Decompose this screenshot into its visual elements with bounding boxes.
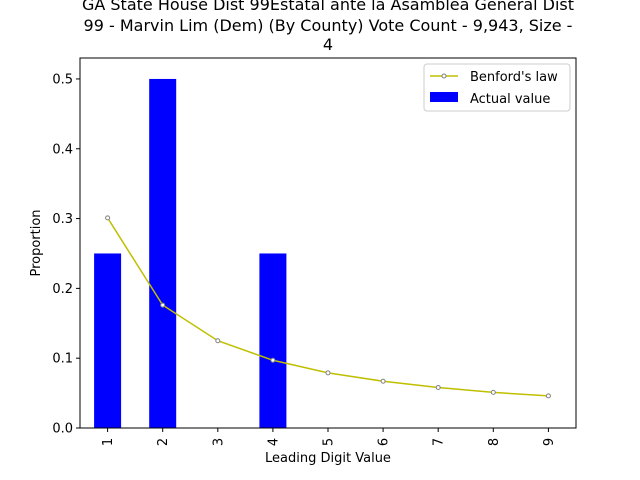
benford-point-digit-9 [545,393,551,399]
benford-point-digit-4 [270,357,276,363]
benford-point-digit-7 [435,385,441,391]
legend-line-marker [441,73,447,79]
actual-value-bars [94,78,287,428]
x-tick-label: 7 [432,438,447,446]
x-tick-label: 9 [542,438,557,446]
legend-bar-swatch [430,92,458,102]
x-axis-label: Leading Digit Value [265,451,391,466]
legend-label-benford: Benford's law [470,70,558,85]
y-tick-label: 0.5 [52,72,73,87]
y-tick-label: 0.4 [52,142,73,157]
bar-digit-2 [149,78,177,428]
benford-point-digit-3 [215,338,221,344]
title-line-3: 4 [323,35,333,54]
y-tick-label: 0.2 [52,282,73,297]
y-tick-label: 0.3 [52,212,73,227]
benford-point-digit-2 [160,302,166,308]
x-tick-label: 1 [101,438,116,446]
benford-point-digit-1 [105,215,111,221]
bar-digit-4 [259,253,287,428]
x-tick-label: 6 [377,438,392,446]
legend-label-actual: Actual value [470,92,550,107]
y-axis: 0.0 0.1 0.2 0.3 0.4 0.5 [52,72,80,437]
benford-line [105,215,551,399]
x-tick-label: 4 [266,438,281,446]
legend: Benford's law Actual value [423,63,571,112]
chart-title: GA State House Dist 99Estatal ante la As… [82,0,574,54]
benford-point-digit-8 [490,389,496,395]
bar-digit-1 [94,253,122,428]
title-line-2: 99 - Marvin Lim (Dem) (By County) Vote C… [84,16,573,35]
x-tick-label: 5 [322,438,337,446]
y-tick-label: 0.1 [52,352,73,367]
y-tick-label: 0.0 [52,422,73,437]
legend-box [423,63,571,112]
x-tick-label: 2 [156,438,171,446]
x-tick-label: 8 [487,438,502,446]
benford-point-digit-6 [380,378,386,384]
benford-point-digit-5 [325,370,331,376]
y-axis-label: Proportion [29,209,44,276]
x-axis: 1 2 3 4 5 6 7 8 9 [101,428,557,446]
x-tick-label: 3 [211,438,226,446]
title-line-1: GA State House Dist 99Estatal ante la As… [82,0,574,14]
